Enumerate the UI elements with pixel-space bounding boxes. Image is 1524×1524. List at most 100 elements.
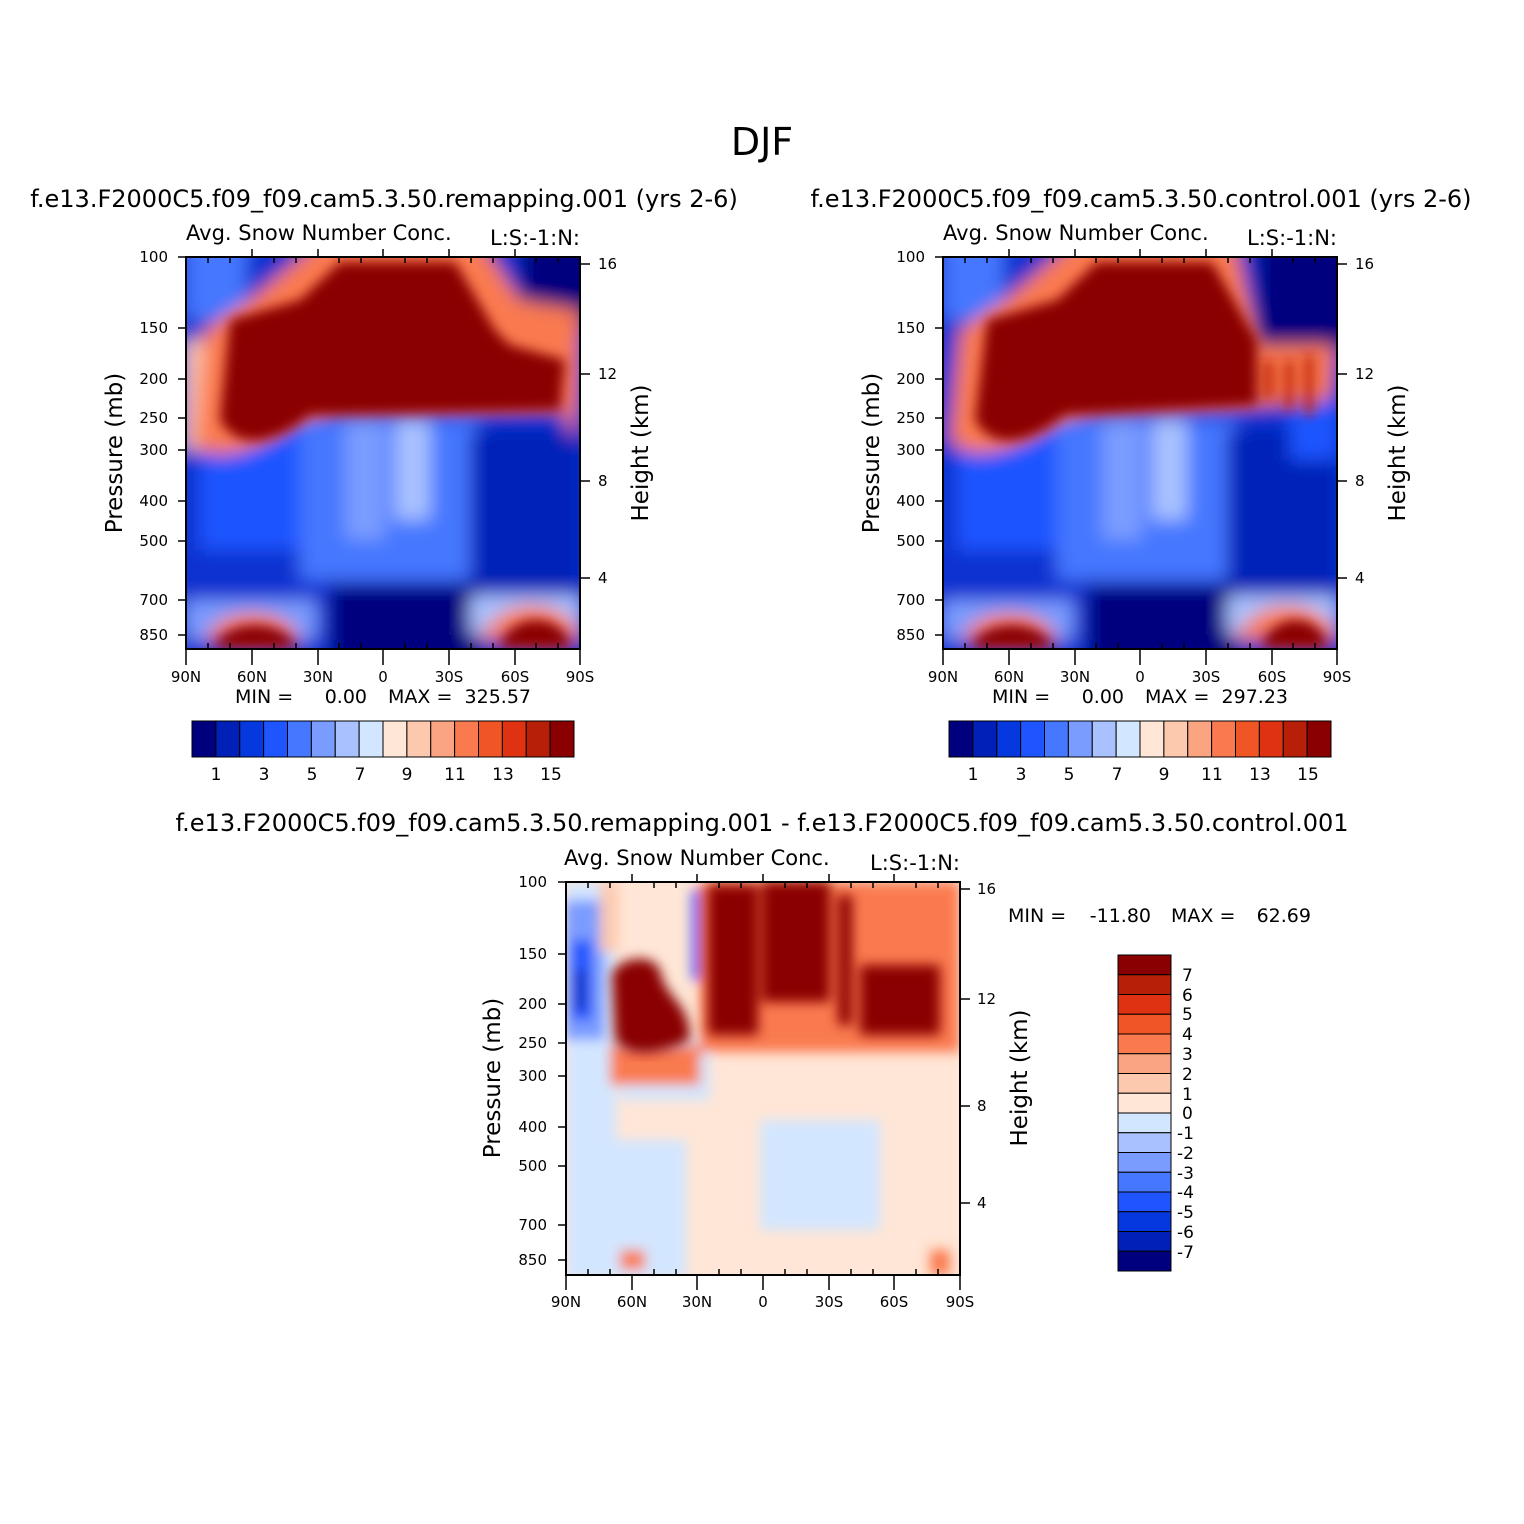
y-tick-label: 250 <box>139 409 168 427</box>
colorbar-labels: 7 6 5 4 3 2 1 0 -1 -2 -3 -4 -5 -6 -7 <box>1177 966 1194 1263</box>
y2-tick-label: 16 <box>977 880 996 898</box>
y-tick-label: 850 <box>139 626 168 644</box>
y2-tick-label: 12 <box>1355 365 1374 383</box>
x-tick-label: 30N <box>1060 668 1090 686</box>
y-tick-label: 500 <box>518 1157 547 1175</box>
y-axis-label: Pressure (mb) <box>102 373 128 533</box>
y-tick-label: 100 <box>896 248 925 266</box>
y-tick-label: 300 <box>139 441 168 459</box>
colorbar-swatch <box>1306 720 1332 758</box>
colorbar-swatch <box>1117 954 1172 976</box>
colorbar-swatch <box>1235 720 1260 758</box>
panel-control: f.e13.F2000C5.f09_f09.cam5.3.50.control.… <box>810 185 1471 785</box>
x-tick-label: 90N <box>928 668 958 686</box>
colorbar-swatch <box>1211 720 1237 758</box>
y-axis-label: Pressure (mb) <box>480 998 506 1158</box>
colorbar-labels: 1 3 5 7 9 11 13 15 <box>211 765 562 785</box>
colorbar-label: 9 <box>1159 765 1170 785</box>
colorbar-label: 5 <box>1064 765 1075 785</box>
colorbar-swatch <box>1117 1191 1172 1213</box>
colorbar-swatch <box>501 720 527 758</box>
y-tick-label: 500 <box>139 532 168 550</box>
contour-field <box>186 257 580 649</box>
colorbar-label: 7 <box>355 765 366 785</box>
colorbar-label: 11 <box>444 765 466 785</box>
x-tick-label: 30N <box>303 668 333 686</box>
colorbar-swatch <box>1117 1073 1172 1094</box>
y2-tick-label: 4 <box>977 1194 987 1212</box>
y2-tick-label: 4 <box>1355 569 1365 587</box>
colorbar-swatch <box>948 720 974 758</box>
y2-axis-label: Height (km) <box>1007 1009 1033 1146</box>
colorbar-swatch <box>1163 720 1189 758</box>
colorbar-swatch <box>310 720 336 758</box>
y2-tick-label: 12 <box>598 365 617 383</box>
x-tick-labels: 90N 60N 30N 0 30S 60S 90S <box>928 668 1351 686</box>
panel-title: f.e13.F2000C5.f09_f09.cam5.3.50.remappin… <box>175 809 1348 837</box>
x-tick-label: 60S <box>880 1293 909 1311</box>
panel-subtitle-units: L:S:-1:N: <box>490 226 580 250</box>
colorbar-label: 1 <box>211 765 222 785</box>
y2-tick-labels: 16 12 8 4 <box>598 255 617 587</box>
colorbar-swatch <box>1117 1231 1172 1252</box>
minor-ticks <box>935 249 1347 665</box>
y2-tick-label: 16 <box>1355 255 1374 273</box>
y-tick-labels: 100 150 200 250 300 400 500 700 850 <box>139 248 168 644</box>
x-tick-label: 30S <box>815 1293 844 1311</box>
x-tick-label: 90N <box>171 668 201 686</box>
y-tick-label: 200 <box>518 995 547 1013</box>
colorbar-swatch <box>1117 974 1172 995</box>
x-tick-label: 0 <box>758 1293 768 1311</box>
y-tick-label: 100 <box>139 248 168 266</box>
colorbar-swatch <box>1117 1092 1172 1114</box>
x-tick-label: 90S <box>566 668 595 686</box>
y-tick-label: 150 <box>896 319 925 337</box>
panel-subtitle-units: L:S:-1:N: <box>870 851 960 875</box>
colorbar-swatch <box>1091 720 1117 758</box>
colorbar-swatch <box>525 720 551 758</box>
colorbar-label: -6 <box>1177 1223 1194 1243</box>
x-tick-label: 60N <box>617 1293 647 1311</box>
colorbar-label: -7 <box>1177 1243 1194 1263</box>
x-tick-label: 0 <box>1135 668 1145 686</box>
min-label: MIN = <box>1008 905 1066 927</box>
y-tick-label: 850 <box>518 1251 547 1269</box>
x-tick-label: 60N <box>237 668 267 686</box>
min-value: 0.00 <box>1082 686 1124 708</box>
y-tick-label: 400 <box>896 492 925 510</box>
colorbar-swatch <box>996 720 1022 758</box>
colorbar-swatch <box>549 720 575 758</box>
y-axis-label: Pressure (mb) <box>859 373 885 533</box>
x-tick-label: 0 <box>378 668 388 686</box>
colorbar-swatch <box>287 720 312 758</box>
y-tick-label: 100 <box>518 873 547 891</box>
y-tick-label: 850 <box>896 626 925 644</box>
x-tick-label: 90S <box>946 1293 975 1311</box>
colorbar-swatch <box>1117 1132 1172 1153</box>
x-tick-label: 30N <box>682 1293 712 1311</box>
colorbar-label: 2 <box>1182 1065 1193 1085</box>
colorbar-swatch <box>1117 1013 1172 1035</box>
colorbar-swatch <box>430 720 456 758</box>
min-value: 0.00 <box>325 686 367 708</box>
colorbar-label: -1 <box>1177 1124 1194 1144</box>
min-value: -11.80 <box>1090 905 1151 927</box>
figure-title: DJF <box>731 120 793 164</box>
y-tick-label: 200 <box>896 370 925 388</box>
y2-tick-label: 16 <box>598 255 617 273</box>
colorbar-label: 13 <box>1249 765 1271 785</box>
colorbar-label: 3 <box>259 765 270 785</box>
y-tick-label: 400 <box>139 492 168 510</box>
max-value: 62.69 <box>1257 905 1311 927</box>
y-tick-label: 500 <box>896 532 925 550</box>
y-tick-labels: 100 150 200 250 300 400 500 700 850 <box>518 873 547 1269</box>
y-tick-label: 150 <box>518 945 547 963</box>
y2-tick-labels: 16 12 8 4 <box>977 880 996 1212</box>
colorbar-label: 13 <box>492 765 514 785</box>
y-tick-label: 700 <box>518 1216 547 1234</box>
y-tick-label: 700 <box>896 591 925 609</box>
colorbar-swatch <box>1067 720 1093 758</box>
y2-tick-label: 8 <box>1355 472 1365 490</box>
max-label: MAX = <box>1171 905 1235 927</box>
